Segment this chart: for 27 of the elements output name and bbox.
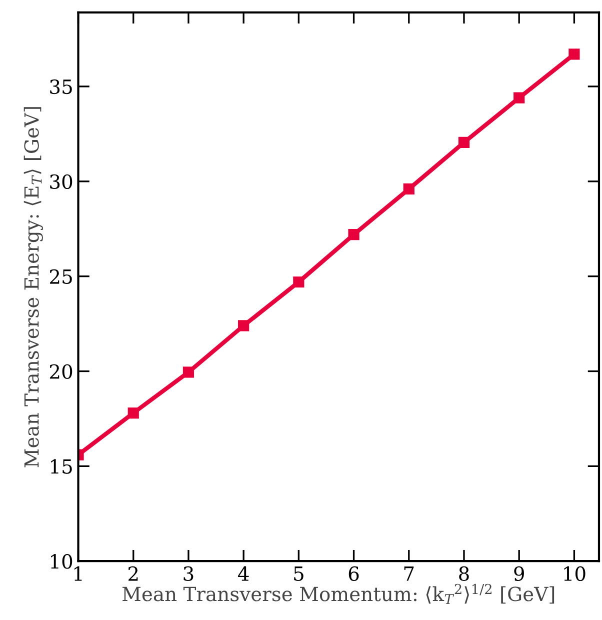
x-tick-label: 7 xyxy=(404,566,414,581)
point xyxy=(182,366,194,378)
point xyxy=(514,92,525,104)
x-tick-label: 1 xyxy=(74,566,82,581)
x-tick-label: 2 xyxy=(128,566,138,581)
x-tick-label: 6 xyxy=(348,566,359,582)
y-tick-label: 15 xyxy=(51,459,72,474)
point xyxy=(458,136,470,148)
x-tick-label: 8 xyxy=(459,566,469,582)
y-axis-title: Mean Transverse Energy: ⟨E$_{T}$⟩ [GeV] xyxy=(24,107,43,468)
y-tick-label: 20 xyxy=(50,364,72,379)
x-tick-label: 10 xyxy=(564,566,586,582)
x-tick-label: 5 xyxy=(294,566,304,582)
point xyxy=(568,48,580,60)
x-tick-label: 9 xyxy=(514,566,524,582)
y-tick-label: 30 xyxy=(50,174,72,190)
x-axis-title: Mean Transverse Momentum: ⟨k$_{T}$$^{2}$⟩$^{1/2}$ [GeV] xyxy=(122,584,554,604)
point xyxy=(238,320,250,332)
point xyxy=(128,407,139,419)
x-tick-label: 4 xyxy=(238,566,249,581)
point xyxy=(293,276,304,288)
x-tick-label: 3 xyxy=(184,566,194,582)
y-tick-label: 35 xyxy=(50,79,72,94)
y-tick-label: 10 xyxy=(51,554,72,569)
point xyxy=(403,183,414,195)
y-tick-label: 25 xyxy=(50,269,72,284)
point xyxy=(348,228,360,240)
